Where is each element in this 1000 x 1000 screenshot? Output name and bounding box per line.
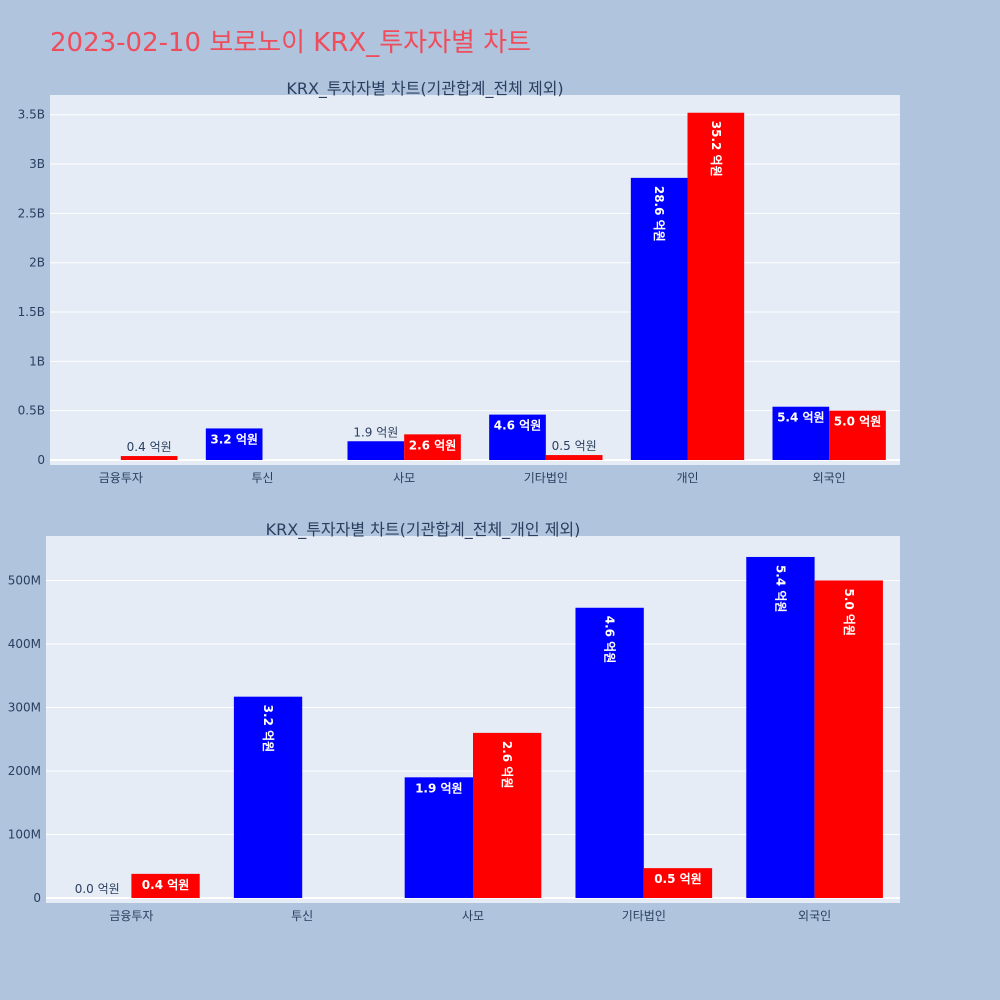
bar [131,873,200,898]
y-tick-label: 1.5B [18,305,45,319]
y-tick-label: 500M [8,573,41,587]
x-tick-label: 투신 [291,909,313,923]
data-label: 0.4 억원 [127,440,172,454]
x-tick-label: 투신 [251,471,273,485]
data-label: 5.4 억원 [773,565,787,613]
bar [545,455,603,460]
x-tick-label: 기타법인 [622,909,666,923]
data-label: 5.4 억원 [777,411,825,425]
x-tick-label: 사모 [393,471,415,485]
data-label: 4.6 억원 [494,419,542,433]
data-label: 2.6 억원 [409,438,457,452]
y-tick-label: 3B [29,157,45,171]
bar [643,868,713,898]
bar [347,441,405,460]
bar [404,434,461,460]
y-tick-label: 400M [8,637,41,651]
bar [205,428,263,460]
chart-title-2: KRX_투자자별 차트(기관합계_전체_개인 제외) [266,520,581,540]
data-label: 4.6 억원 [603,616,617,664]
y-tick-label: 0.5B [18,404,45,418]
x-tick-label: 금융투자 [109,909,153,923]
bar [120,456,178,460]
bar [687,112,745,460]
x-tick-label: 외국인 [798,909,831,923]
y-tick-label: 300M [8,700,41,714]
plot-area-1 [50,95,900,465]
page-title: 2023-02-10 보로노이 KRX_투자자별 차트 [50,28,532,58]
y-tick-label: 2.5B [18,206,45,220]
bar [772,406,830,460]
data-label: 3.2 억원 [210,432,258,446]
y-tick-label: 200M [8,764,41,778]
chart-title-1: KRX_투자자별 차트(기관합계_전체 제외) [286,79,563,99]
x-tick-label: 기타법인 [524,471,568,485]
bar [473,732,542,898]
data-label: 5.0 억원 [834,415,882,429]
bar [575,607,644,898]
data-label: 1.9 억원 [353,425,398,439]
y-tick-label: 0 [33,891,41,905]
data-label: 5.0 억원 [842,588,856,636]
y-tick-label: 0 [37,453,45,467]
data-label: 3.2 억원 [261,705,275,753]
y-tick-label: 100M [8,827,41,841]
data-label: 1.9 억원 [415,781,463,795]
x-tick-label: 외국인 [813,471,846,485]
bar [233,696,303,898]
data-label: 28.6 억원 [652,186,666,242]
data-label: 0.5 억원 [654,872,702,886]
x-tick-label: 사모 [462,909,484,923]
bar [630,177,688,460]
data-label: 0.0 억원 [75,882,120,896]
x-tick-label: 금융투자 [99,471,143,485]
bar [746,556,815,898]
bar [814,580,883,898]
data-label: 35.2 억원 [709,121,723,177]
data-label: 0.5 억원 [552,439,597,453]
bar [829,410,886,460]
bar [489,414,546,460]
y-tick-label: 3.5B [18,108,45,122]
bar [404,777,473,898]
y-tick-label: 2B [29,256,45,270]
x-tick-label: 개인 [676,471,698,485]
data-label: 2.6 억원 [500,741,514,789]
y-tick-label: 1B [29,354,45,368]
data-label: 0.4 억원 [142,878,190,892]
